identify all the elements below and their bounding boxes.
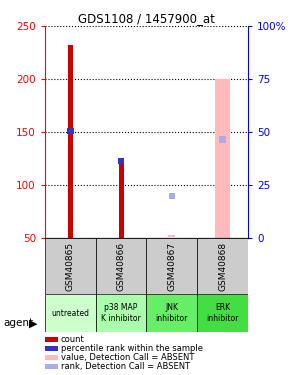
Text: GSM40865: GSM40865 [66,242,75,291]
Bar [96,238,146,294]
Bar [197,294,248,332]
Text: ERK
inhibitor: ERK inhibitor [206,303,239,323]
Bar [168,193,175,199]
Text: GSM40866: GSM40866 [117,242,126,291]
Text: ▶: ▶ [29,318,37,328]
Title: GDS1108 / 1457900_at: GDS1108 / 1457900_at [78,12,215,25]
Bar [168,235,175,237]
Bar [45,238,96,294]
Text: GSM40867: GSM40867 [167,242,176,291]
Bar [119,162,124,238]
Bar [96,294,146,332]
Text: value, Detection Call = ABSENT: value, Detection Call = ABSENT [61,353,194,362]
Text: untreated: untreated [51,309,89,318]
Bar [215,79,230,238]
Bar [45,294,96,332]
Bar [146,294,197,332]
Text: GSM40868: GSM40868 [218,242,227,291]
Bar [67,128,74,134]
Bar [68,45,73,238]
Text: JNK
inhibitor: JNK inhibitor [156,303,188,323]
Text: percentile rank within the sample: percentile rank within the sample [61,344,203,353]
Bar [146,238,197,294]
Text: count: count [61,335,85,344]
Text: agent: agent [3,318,33,328]
Bar [219,136,226,143]
Bar [118,158,124,164]
Text: p38 MAP
K inhibitor: p38 MAP K inhibitor [101,303,141,323]
Text: rank, Detection Call = ABSENT: rank, Detection Call = ABSENT [61,362,190,371]
Bar [197,238,248,294]
